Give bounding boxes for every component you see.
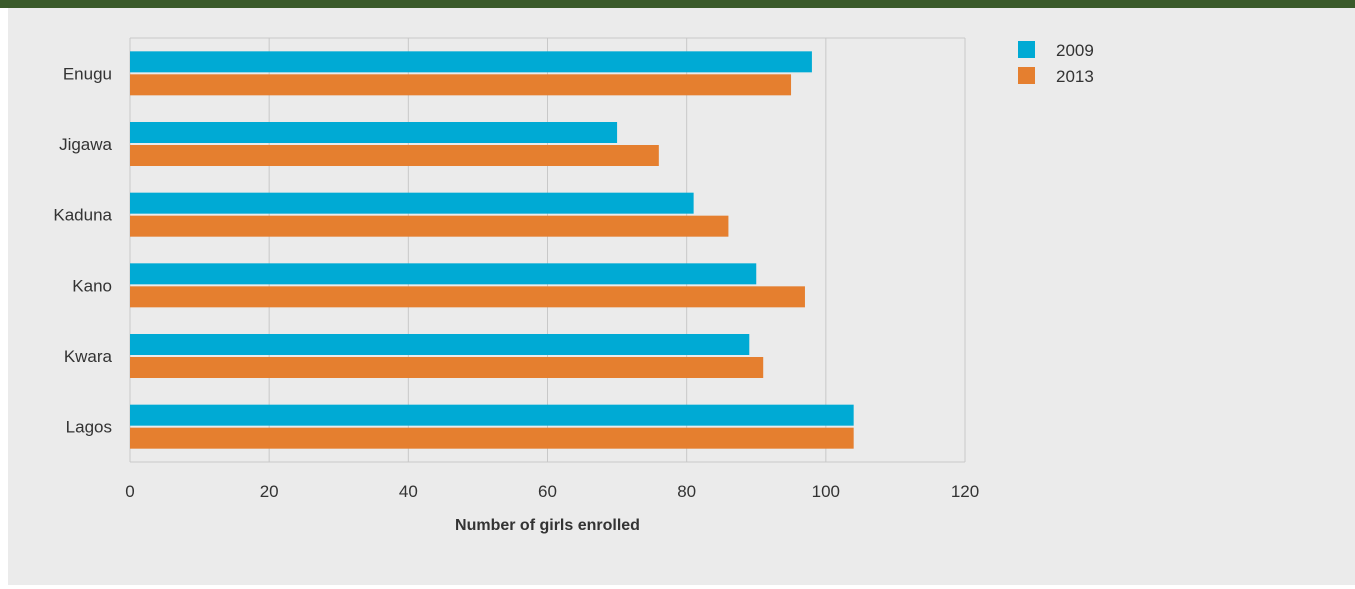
legend-swatch-2009: [1018, 41, 1035, 58]
x-axis-title: Number of girls enrolled: [455, 517, 640, 534]
bar-kwara-2013: [130, 357, 764, 378]
header-band: [0, 0, 1355, 8]
bar-kaduna-2009: [130, 192, 694, 214]
bar-jigawa-2013: [130, 145, 659, 166]
bar-kaduna-2013: [130, 215, 729, 237]
bar-enugu-2009: [130, 51, 812, 73]
bar-kano-2009: [130, 263, 757, 285]
x-tick-label: 60: [538, 482, 557, 501]
legend-label-2013: 2013: [1056, 67, 1094, 86]
bar-lagos-2009: [130, 404, 854, 426]
y-tick-labels: Enugu Jigawa Kaduna Kano Kwara Lagos: [53, 64, 112, 436]
y-tick-label: Lagos: [66, 418, 112, 437]
y-tick-label: Jigawa: [59, 135, 112, 154]
legend-label-2009: 2009: [1056, 41, 1094, 60]
y-tick-label: Enugu: [63, 64, 112, 83]
y-tick-label: Kwara: [64, 347, 113, 366]
bar-kwara-2009: [130, 334, 750, 355]
bar-kano-2013: [130, 286, 805, 308]
y-tick-label: Kano: [72, 276, 112, 295]
x-tick-labels: 0 20 40 60 80 100 120: [125, 482, 979, 501]
x-tick-label: 0: [125, 482, 134, 501]
legend-swatch-2013: [1018, 67, 1035, 84]
x-tick-label: 120: [951, 482, 979, 501]
bar-jigawa-2009: [130, 122, 618, 143]
grid-lines: [129, 37, 966, 463]
x-tick-label: 20: [260, 482, 279, 501]
legend: 2009 2013: [1018, 41, 1094, 86]
bars: [130, 51, 854, 449]
x-tick-label: 40: [399, 482, 418, 501]
x-tick-label: 100: [812, 482, 840, 501]
y-tick-label: Kaduna: [53, 206, 112, 225]
bar-lagos-2013: [130, 427, 854, 449]
x-tick-label: 80: [677, 482, 696, 501]
bar-enugu-2013: [130, 74, 792, 96]
